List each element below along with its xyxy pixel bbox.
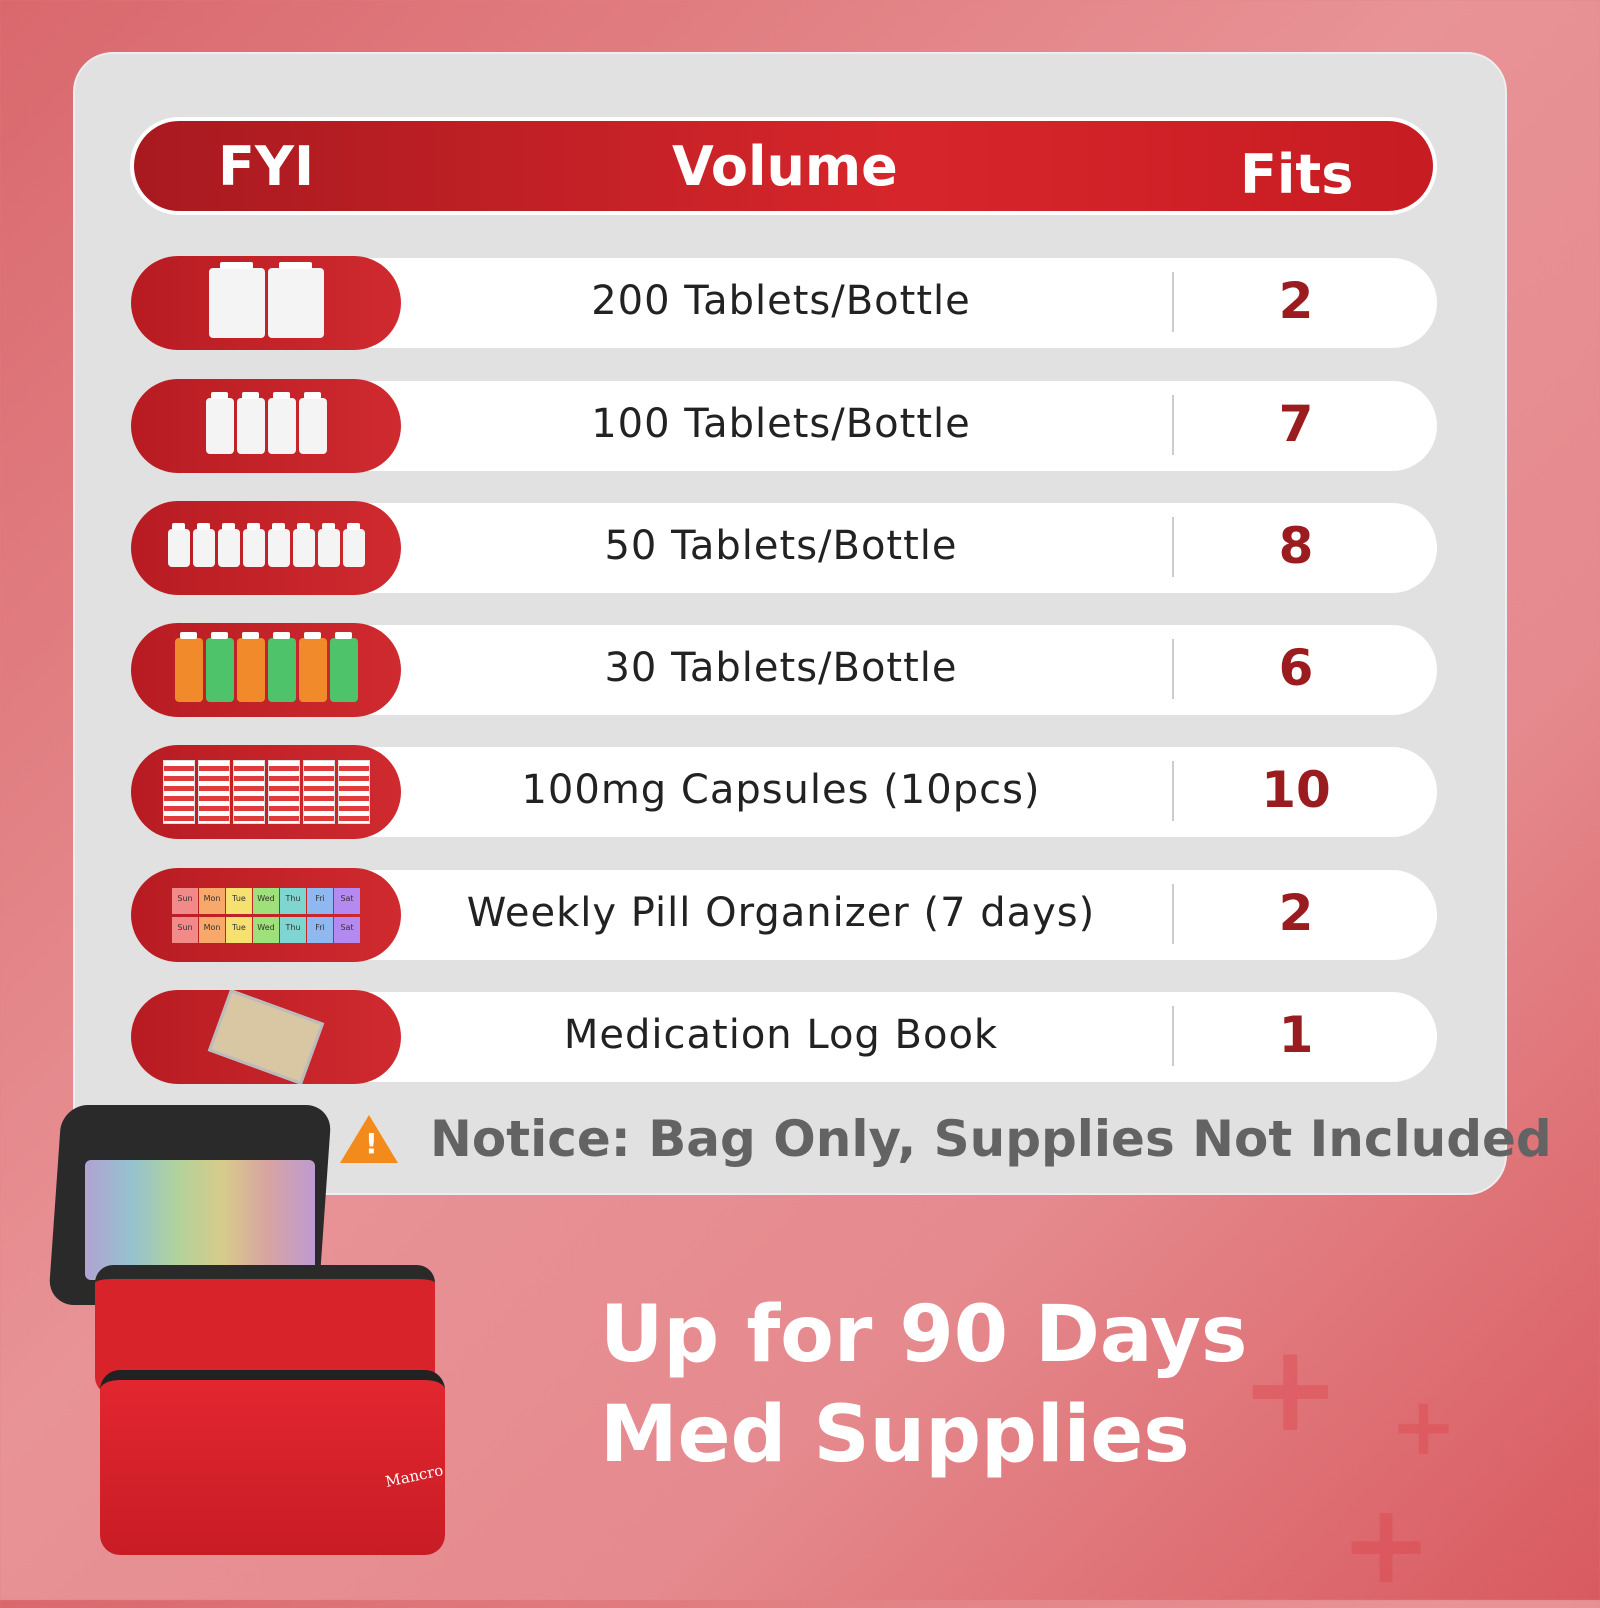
row-divider bbox=[1172, 272, 1174, 332]
cross-icon: + bbox=[1240, 1320, 1341, 1459]
large-bottles-icon bbox=[131, 256, 401, 350]
row-divider bbox=[1172, 517, 1174, 577]
notice-text: Notice: Bag Only, Supplies Not Included bbox=[430, 1110, 1552, 1168]
cross-icon: + bbox=[1340, 1480, 1433, 1608]
organizer-day: Fri bbox=[307, 916, 333, 943]
organizer-day: Wed bbox=[253, 916, 279, 943]
row-fits: 7 bbox=[1278, 395, 1314, 453]
organizer-day: Thu bbox=[280, 916, 306, 943]
headline-line2: Med Supplies bbox=[600, 1390, 1190, 1480]
organizer-day: Thu bbox=[280, 887, 306, 914]
row-divider bbox=[1172, 761, 1174, 821]
warning-icon: ! bbox=[340, 1115, 398, 1163]
row-volume: Weekly Pill Organizer (7 days) bbox=[466, 890, 1096, 936]
organizer-day: Sat bbox=[334, 887, 360, 914]
organizer-day: Mon bbox=[199, 916, 225, 943]
table-row: 200 Tablets/Bottle 2 bbox=[131, 256, 1437, 350]
medium-bottles-icon bbox=[131, 379, 401, 473]
row-volume: 30 Tablets/Bottle bbox=[604, 645, 958, 691]
headline-line1: Up for 90 Days bbox=[600, 1290, 1248, 1380]
row-volume: 200 Tablets/Bottle bbox=[591, 278, 971, 324]
row-divider bbox=[1172, 1006, 1174, 1066]
table-row: 30 Tablets/Bottle 6 bbox=[131, 623, 1437, 717]
row-background bbox=[281, 992, 1437, 1082]
row-background bbox=[281, 258, 1437, 348]
cross-icon: + bbox=[1390, 1380, 1458, 1473]
row-background bbox=[281, 747, 1437, 837]
organizer-day: Fri bbox=[307, 887, 333, 914]
row-background bbox=[281, 503, 1437, 593]
table-row: 100mg Capsules (10pcs) 10 bbox=[131, 745, 1437, 839]
organizer-day: Sun bbox=[172, 916, 198, 943]
row-volume: 100mg Capsules (10pcs) bbox=[521, 767, 1041, 813]
header-volume: Volume bbox=[672, 135, 898, 198]
headline: Up for 90 Days Med Supplies bbox=[600, 1285, 1247, 1485]
row-fits: 6 bbox=[1278, 639, 1314, 697]
organizer-day: Sun bbox=[172, 887, 198, 914]
row-background bbox=[281, 870, 1437, 960]
row-fits: 1 bbox=[1278, 1006, 1314, 1064]
organizer-day: Tue bbox=[226, 887, 252, 914]
organizer-day: Mon bbox=[199, 887, 225, 914]
row-volume: 100 Tablets/Bottle bbox=[591, 401, 971, 447]
capsule-blister-icon bbox=[131, 745, 401, 839]
row-volume: Medication Log Book bbox=[563, 1012, 999, 1058]
row-divider bbox=[1172, 884, 1174, 944]
organizer-day: Wed bbox=[253, 887, 279, 914]
header-fits: Fits bbox=[1240, 143, 1354, 206]
table-row: Medication Log Book 1 bbox=[131, 990, 1437, 1084]
header-fyi: FYI bbox=[218, 135, 315, 198]
notice: ! Notice: Bag Only, Supplies Not Include… bbox=[340, 1110, 1552, 1168]
row-background bbox=[281, 381, 1437, 471]
organizer-day: Tue bbox=[226, 916, 252, 943]
table-row: 100 Tablets/Bottle 7 bbox=[131, 379, 1437, 473]
prescription-bottles-icon bbox=[131, 623, 401, 717]
organizer-day: Sat bbox=[334, 916, 360, 943]
row-fits: 10 bbox=[1261, 761, 1331, 819]
row-divider bbox=[1172, 639, 1174, 699]
row-divider bbox=[1172, 395, 1174, 455]
clipboard-stethoscope-icon bbox=[131, 990, 401, 1084]
row-fits: 8 bbox=[1278, 517, 1314, 575]
medicine-bag-image: Mancro bbox=[48, 1105, 455, 1575]
table-row: 50 Tablets/Bottle 8 bbox=[131, 501, 1437, 595]
table-row: Sun Mon Tue Wed Thu Fri Sat Sun Mon Tue Wed Thu Fri S… bbox=[131, 868, 1437, 962]
row-fits: 2 bbox=[1278, 884, 1314, 942]
row-fits: 2 bbox=[1278, 272, 1314, 330]
pill-organizer-icon: Sun Mon Tue Wed Thu Fri Sat Sun Mon Tue Wed Thu Fri S… bbox=[131, 868, 401, 962]
small-bottles-icon bbox=[131, 501, 401, 595]
table-header: FYI Volume Fits bbox=[130, 117, 1437, 215]
row-background bbox=[281, 625, 1437, 715]
row-volume: 50 Tablets/Bottle bbox=[604, 523, 958, 569]
